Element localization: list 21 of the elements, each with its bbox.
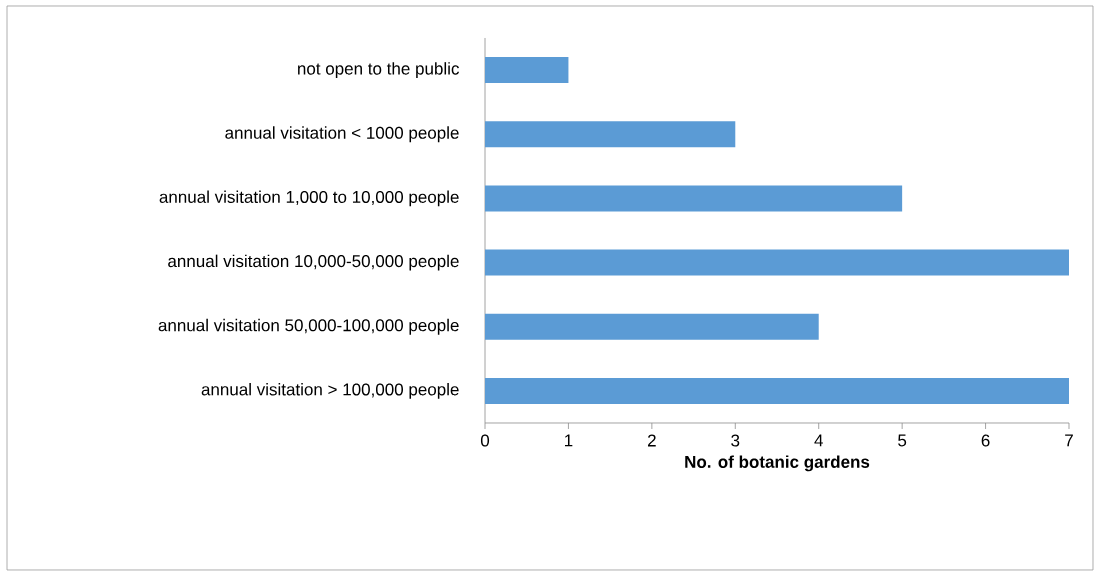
x-tick-label: 7 — [1065, 434, 1073, 447]
x-tick-label: 4 — [814, 434, 823, 447]
bar — [485, 313, 819, 340]
bar — [485, 121, 736, 148]
y-tick-label: annual visitation > 100,000 people — [201, 382, 459, 399]
bar — [485, 57, 569, 84]
x-tick-label: 6 — [981, 434, 990, 447]
x-tick-label: 2 — [647, 434, 656, 447]
bar — [485, 249, 1069, 276]
y-tick-label: not open to the public — [298, 62, 459, 79]
bar — [485, 185, 903, 212]
bar — [485, 377, 1069, 404]
x-tick-label: 0 — [480, 434, 490, 447]
y-tick-label: annual visitation 50,000-100,000 people — [158, 318, 459, 335]
y-tick-label: annual visitation 10,000-50,000 people — [168, 254, 459, 271]
y-tick-label: annual visitation 1,000 to 10,000 people — [159, 190, 459, 207]
x-tick-label: 3 — [731, 434, 740, 447]
x-axis-title: No. of botanic gardens — [685, 455, 870, 472]
y-tick-label: annual visitation < 1000 people — [225, 126, 459, 143]
x-tick-label: 5 — [898, 434, 907, 447]
x-tick-label: 1 — [565, 434, 573, 447]
